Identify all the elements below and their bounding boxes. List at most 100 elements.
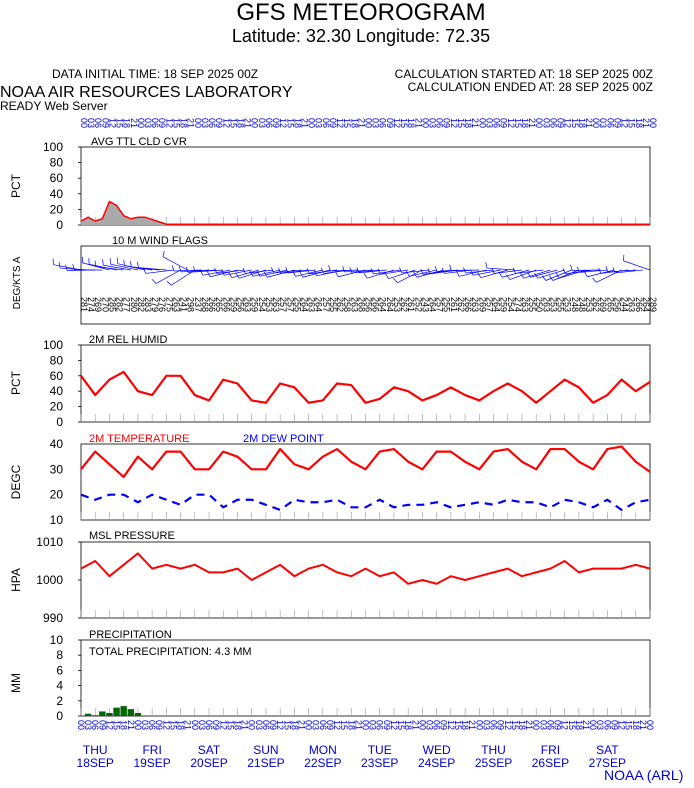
humidity-ytick-label: 60 bbox=[50, 369, 64, 383]
wind-barb-flag bbox=[485, 262, 488, 269]
top-hour-label: 06 bbox=[264, 118, 274, 128]
wind-dir-label: 274 bbox=[86, 297, 96, 312]
wind-barb-flag bbox=[72, 264, 75, 271]
humidity-title: 2M REL HUMID bbox=[89, 334, 167, 346]
top-hour-label: 06 bbox=[93, 118, 103, 128]
bottom-hour-label: 03 bbox=[197, 720, 207, 730]
wind-barb-flag bbox=[235, 272, 240, 279]
bottom-hour-label: 21 bbox=[183, 720, 193, 730]
bottom-hour-label: 21 bbox=[410, 720, 420, 730]
bottom-hour-label: 21 bbox=[638, 720, 648, 730]
date-label: 25SEP bbox=[475, 756, 512, 770]
bottom-hour-label: 12 bbox=[104, 720, 114, 730]
top-hour-label: 03 bbox=[200, 118, 210, 128]
bottom-hour-label: 18 bbox=[631, 720, 641, 730]
wind-dir-label: 257 bbox=[278, 297, 288, 312]
wind-barb bbox=[380, 269, 409, 275]
wind-barb bbox=[302, 269, 331, 278]
wind-dir-label: 264 bbox=[314, 297, 324, 312]
dewpoint-legend: 2M DEW POINT bbox=[243, 433, 324, 445]
wind-barb-flag bbox=[520, 272, 524, 279]
wind-dir-label: 258 bbox=[342, 297, 352, 312]
top-hour-label: 21 bbox=[243, 118, 253, 128]
wind-barb bbox=[162, 256, 188, 271]
wind-barb-flag bbox=[185, 266, 189, 273]
bottom-hour-label: 15 bbox=[396, 720, 406, 730]
wind-barb-flag bbox=[555, 272, 560, 279]
wind-dir-label: 254 bbox=[506, 297, 516, 312]
wind-dir-label: 269 bbox=[477, 297, 487, 312]
wind-barb-flag bbox=[207, 271, 211, 277]
top-hour-label: 09 bbox=[100, 118, 110, 128]
bottom-hour-label: 00 bbox=[304, 720, 314, 730]
bottom-axis: 0003060912151821000306091215182100030609… bbox=[76, 720, 655, 770]
top-hour-label: 21 bbox=[413, 118, 423, 128]
date-label: 21SEP bbox=[247, 756, 284, 770]
wind-dir-label: 261 bbox=[449, 297, 459, 312]
wind-dir-label: 255 bbox=[527, 297, 537, 312]
day-of-week-label: SAT bbox=[596, 743, 619, 757]
wind-barb bbox=[110, 263, 138, 271]
wind-barb-flag bbox=[178, 266, 182, 273]
wind-barb-flag bbox=[58, 262, 61, 269]
bottom-hour-label: 09 bbox=[268, 720, 278, 730]
wind-barb-flag bbox=[413, 271, 417, 278]
top-hour-label: 18 bbox=[235, 118, 245, 128]
wind-barb bbox=[287, 269, 316, 274]
org-name: NOAA AIR RESOURCES LABORATORY bbox=[0, 84, 293, 101]
wind-dir-label: 277 bbox=[122, 297, 132, 312]
wind-barb bbox=[545, 269, 572, 281]
wind-barb-flag bbox=[527, 271, 531, 278]
bottom-hour-label: 00 bbox=[474, 720, 484, 730]
wind-barb-flag bbox=[192, 266, 196, 273]
wind-barb bbox=[444, 269, 473, 274]
pressure-line bbox=[80, 552, 651, 585]
bottom-hour-label: 03 bbox=[311, 720, 321, 730]
initial-time: DATA INITIAL TIME: 18 SEP 2025 00Z bbox=[52, 67, 258, 81]
bottom-hour-label: 03 bbox=[481, 720, 491, 730]
wind-barb-flag bbox=[605, 266, 609, 273]
bottom-hour-label: 00 bbox=[361, 720, 371, 730]
location-text: Latitude: 32.30 Longitude: 72.35 bbox=[232, 26, 490, 46]
wind-title: 10 M WIND FLAGS bbox=[112, 235, 208, 247]
wind-barb bbox=[195, 269, 224, 273]
top-hour-label: 09 bbox=[442, 118, 452, 128]
wind-barb-flag bbox=[506, 274, 511, 280]
wind-dir-label: 263 bbox=[307, 297, 317, 312]
top-hour-label: 18 bbox=[122, 118, 132, 128]
wind-barb bbox=[344, 269, 373, 273]
wind-barb bbox=[623, 260, 651, 271]
top-hour-label: 21 bbox=[527, 118, 537, 128]
precip-ylabel: MM bbox=[9, 673, 23, 693]
wind-dir-label: 253 bbox=[548, 297, 558, 312]
precip-bar bbox=[113, 707, 120, 716]
humidity-ytick-label: 100 bbox=[43, 338, 63, 352]
top-hour-label: 06 bbox=[378, 118, 388, 128]
top-hour-label: 12 bbox=[164, 118, 174, 128]
day-of-week-label: FRI bbox=[541, 743, 560, 757]
top-hour-label: 09 bbox=[499, 118, 509, 128]
bottom-hour-label: 09 bbox=[382, 720, 392, 730]
wind-barb bbox=[138, 267, 167, 271]
cloud-ytick-label: 40 bbox=[50, 187, 64, 201]
wind-dir-label: 266 bbox=[634, 297, 644, 312]
bottom-hour-label: 06 bbox=[489, 720, 499, 730]
top-hour-label: 03 bbox=[86, 118, 96, 128]
wind-barb-flag bbox=[342, 266, 346, 273]
precip-bar bbox=[84, 713, 92, 716]
top-hour-label: 15 bbox=[456, 118, 466, 128]
bottom-hour-label: 12 bbox=[332, 720, 342, 730]
top-hour-label: 06 bbox=[150, 118, 160, 128]
bottom-hour-label: 06 bbox=[261, 720, 271, 730]
day-of-week-label: THU bbox=[481, 743, 506, 757]
top-hour-label: 15 bbox=[115, 118, 125, 128]
wind-barb bbox=[388, 269, 416, 279]
wind-barb-flag bbox=[123, 259, 125, 266]
top-hour-label: 03 bbox=[541, 118, 551, 128]
wind-dir-label: 256 bbox=[612, 297, 622, 312]
wind-dir-label: 265 bbox=[605, 297, 615, 312]
bottom-hour-label: 12 bbox=[218, 720, 228, 730]
top-hour-label: 12 bbox=[563, 118, 573, 128]
wind-dir-label: 256 bbox=[364, 297, 374, 312]
